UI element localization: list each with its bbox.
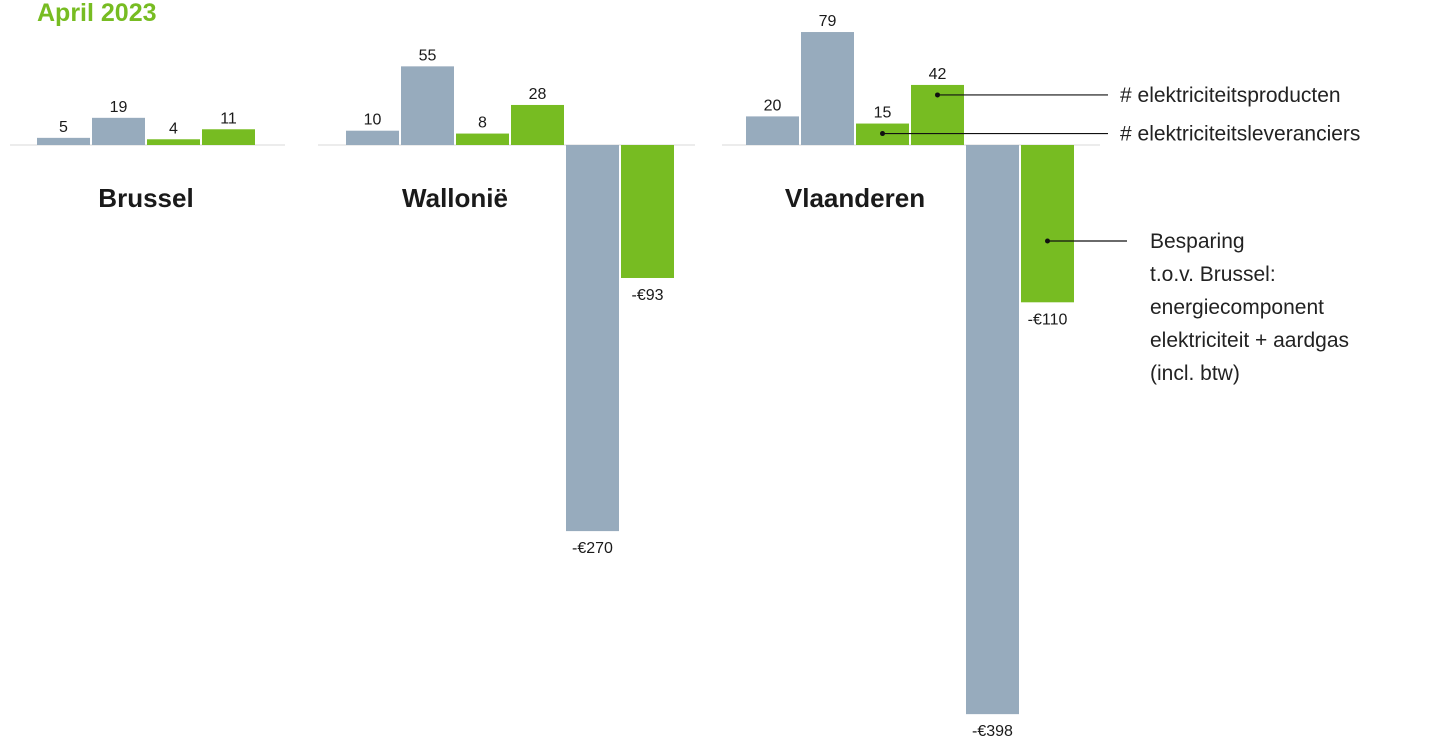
value-label: -€110 (1028, 311, 1068, 328)
bar (801, 32, 854, 145)
bar (456, 133, 509, 145)
value-label: 11 (220, 110, 237, 127)
value-label: -€93 (631, 287, 663, 304)
annotation-text: Besparing (1150, 230, 1245, 253)
bar (401, 66, 454, 145)
category-label: Wallonië (402, 183, 508, 213)
value-label: 8 (478, 115, 487, 132)
annotation-text: t.o.v. Brussel: (1150, 263, 1276, 286)
annotation-text: # elektriciteitsleveranciers (1120, 123, 1360, 146)
value-label: 55 (419, 47, 437, 64)
bar (202, 129, 255, 145)
value-label: 42 (929, 66, 947, 83)
value-label: 19 (110, 99, 128, 116)
value-label: 4 (169, 120, 178, 137)
category-label: Vlaanderen (785, 183, 925, 213)
bar (566, 145, 619, 532)
bar (37, 137, 90, 145)
value-label: 79 (819, 13, 837, 30)
annotation-text: (incl. btw) (1150, 362, 1240, 385)
value-label: 10 (364, 112, 382, 129)
annotation-text: # elektriciteitsproducten (1120, 84, 1341, 107)
value-label: 28 (529, 86, 547, 103)
bar (511, 104, 564, 145)
value-label: -€270 (572, 540, 613, 557)
annotation-text: energiecomponent (1150, 296, 1324, 319)
bar (346, 130, 399, 145)
bar (92, 117, 145, 145)
value-label: 5 (59, 119, 68, 136)
bar (966, 145, 1019, 715)
value-label: 15 (874, 105, 892, 122)
bar (1021, 145, 1074, 303)
category-label: Brussel (98, 183, 193, 213)
annotation-text: elektriciteit + aardgas (1150, 329, 1349, 352)
bar (746, 116, 799, 145)
value-label: -€398 (972, 723, 1013, 738)
chart-title: April 2023 (37, 0, 157, 27)
value-label: 20 (764, 97, 782, 114)
bar (147, 139, 200, 145)
bar (621, 145, 674, 278)
